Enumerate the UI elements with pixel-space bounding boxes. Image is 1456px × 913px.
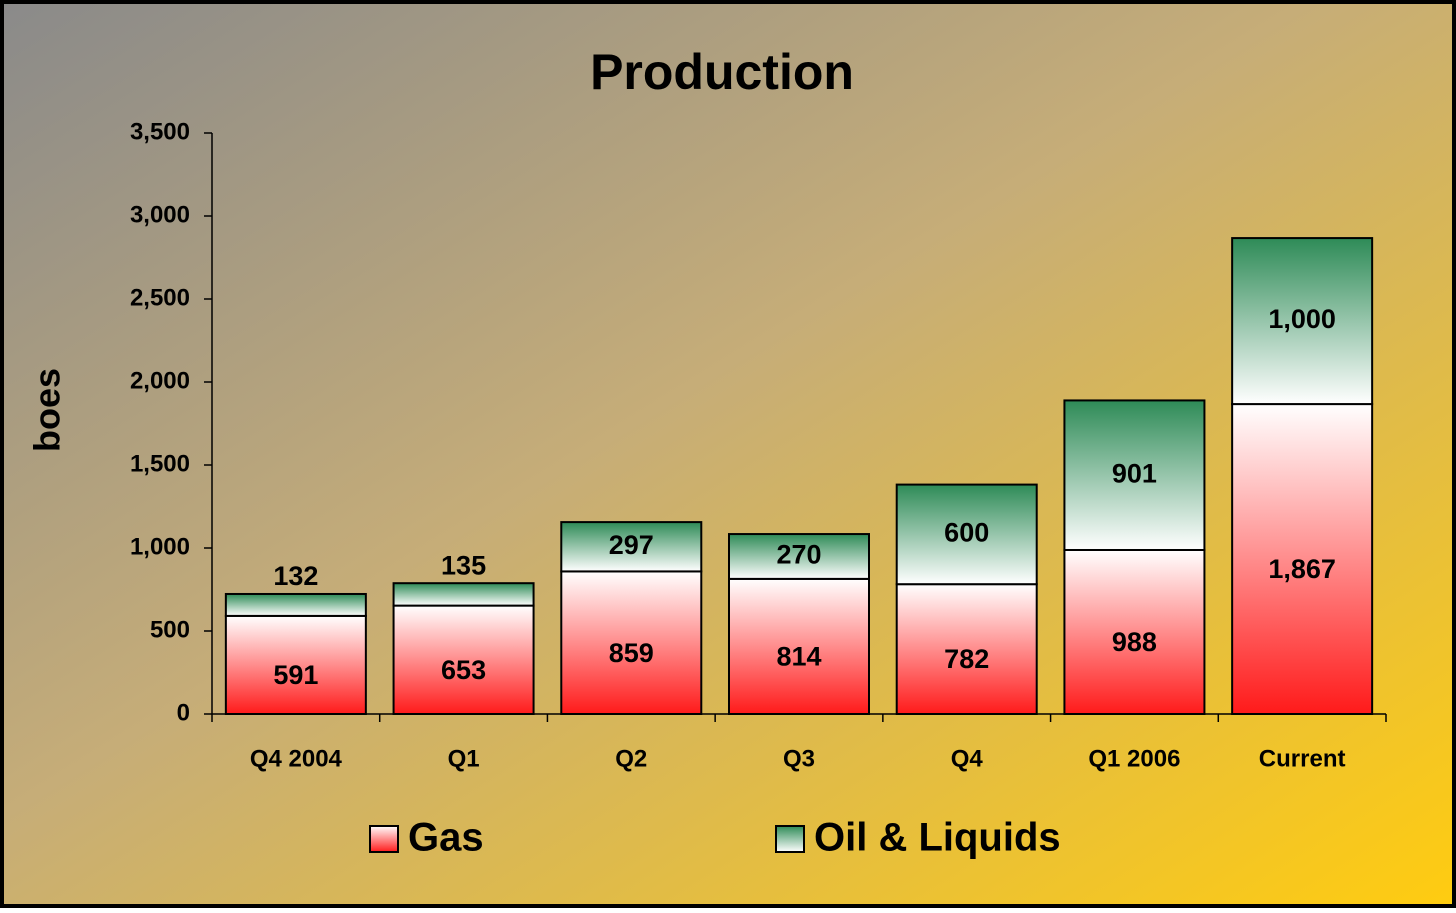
bar-segment <box>728 533 870 580</box>
legend-label: Gas <box>408 816 484 860</box>
x-tick-label: Q4 2004 <box>250 745 343 772</box>
value-label: 135 <box>441 550 486 580</box>
value-label: 901 <box>1112 458 1157 488</box>
y-tick-label: 1,000 <box>130 533 190 560</box>
y-tick-label: 3,500 <box>130 118 190 145</box>
x-tick-label: Q3 <box>783 745 815 772</box>
value-label: 988 <box>1112 627 1157 657</box>
bar-segment <box>560 570 703 715</box>
value-label: 591 <box>273 660 318 690</box>
value-label: 653 <box>441 655 486 685</box>
bar-segment <box>224 592 367 617</box>
x-tick-label: Q4 <box>951 745 984 772</box>
bar-segment <box>1063 399 1206 551</box>
legend-swatch <box>369 825 399 853</box>
x-tick-label: Q1 <box>448 745 480 772</box>
bar-segment <box>728 577 870 715</box>
bar-segment <box>895 583 1038 715</box>
value-label: 1,867 <box>1268 554 1336 584</box>
y-tick-label: 500 <box>150 616 190 643</box>
x-tick-label: Q2 <box>615 745 647 772</box>
y-tick-label: 2,500 <box>130 284 190 311</box>
value-label: 782 <box>944 644 989 674</box>
y-tick-label: 0 <box>177 699 190 726</box>
bar-segment <box>1063 548 1206 715</box>
y-axis-label: boes <box>27 368 68 452</box>
value-label: 297 <box>609 530 654 560</box>
value-label: 814 <box>776 642 821 672</box>
value-label: 270 <box>776 540 821 570</box>
legend-swatch <box>775 825 805 853</box>
bar-segment <box>895 483 1038 586</box>
value-label: 132 <box>273 561 318 591</box>
y-tick-label: 3,000 <box>130 201 190 228</box>
y-tick-label: 2,000 <box>130 367 190 394</box>
x-tick-label: Current <box>1259 745 1346 772</box>
plot: 0 500 1,000 1,500 2,000 2,500 3,000 3,500 Q4 200… <box>130 118 1387 860</box>
value-label: 1,000 <box>1268 304 1336 334</box>
value-label: 600 <box>944 518 989 548</box>
bar-segment <box>560 521 703 573</box>
y-tick-label: 1,500 <box>130 450 190 477</box>
x-tick-label: Q1 2006 <box>1088 745 1180 772</box>
bar-segment <box>224 614 367 715</box>
chart-title: Production <box>590 44 854 100</box>
legend-label: Oil & Liquids <box>814 816 1061 860</box>
bar-segment <box>1231 237 1374 406</box>
bar-segment <box>392 582 535 607</box>
value-label: 859 <box>609 638 654 668</box>
bar-segment <box>1231 403 1374 715</box>
